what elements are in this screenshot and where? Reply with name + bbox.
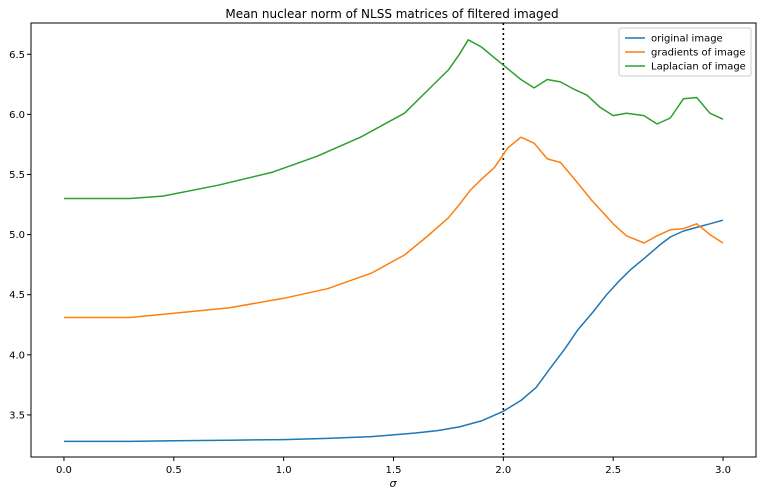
x-tick-label: 2.5: [605, 465, 621, 476]
y-tick-label: 5.5: [9, 170, 25, 181]
x-axis-label: σ: [390, 477, 398, 490]
plot-area: [64, 23, 724, 457]
legend-box: [618, 27, 752, 77]
y-axis: 3.5 4.0 4.5 5.0 5.5 6.0 6.5: [9, 50, 31, 421]
x-tick-label: 1.0: [276, 465, 292, 476]
chart-title: Mean nuclear norm of NLSS matrices of fi…: [225, 7, 558, 21]
series-line-3: [64, 39, 724, 200]
series-line-1: [64, 219, 724, 443]
y-tick-label: 5.0: [9, 230, 25, 241]
x-tick-label: 0.5: [166, 465, 182, 476]
legend-label: original image: [651, 34, 723, 45]
series-line-2: [64, 136, 724, 319]
x-tick-label: 2.0: [495, 465, 511, 476]
legend-label: gradients of image: [651, 48, 745, 59]
x-tick-label: 1.5: [386, 465, 402, 476]
y-tick-label: 3.5: [9, 410, 25, 421]
y-tick-label: 4.0: [9, 350, 25, 361]
y-tick-label: 4.5: [9, 290, 25, 301]
x-axis: 0.0 0.5 1.0 1.5 2.0 2.5 3.0: [56, 457, 731, 476]
legend: original image gradients of image Laplacia…: [618, 27, 752, 77]
y-tick-label: 6.5: [9, 50, 25, 61]
y-tick-label: 6.0: [9, 110, 25, 121]
legend-label: Laplacian of image: [651, 62, 746, 73]
x-tick-label: 3.0: [715, 465, 731, 476]
x-tick-label: 0.0: [56, 465, 72, 476]
